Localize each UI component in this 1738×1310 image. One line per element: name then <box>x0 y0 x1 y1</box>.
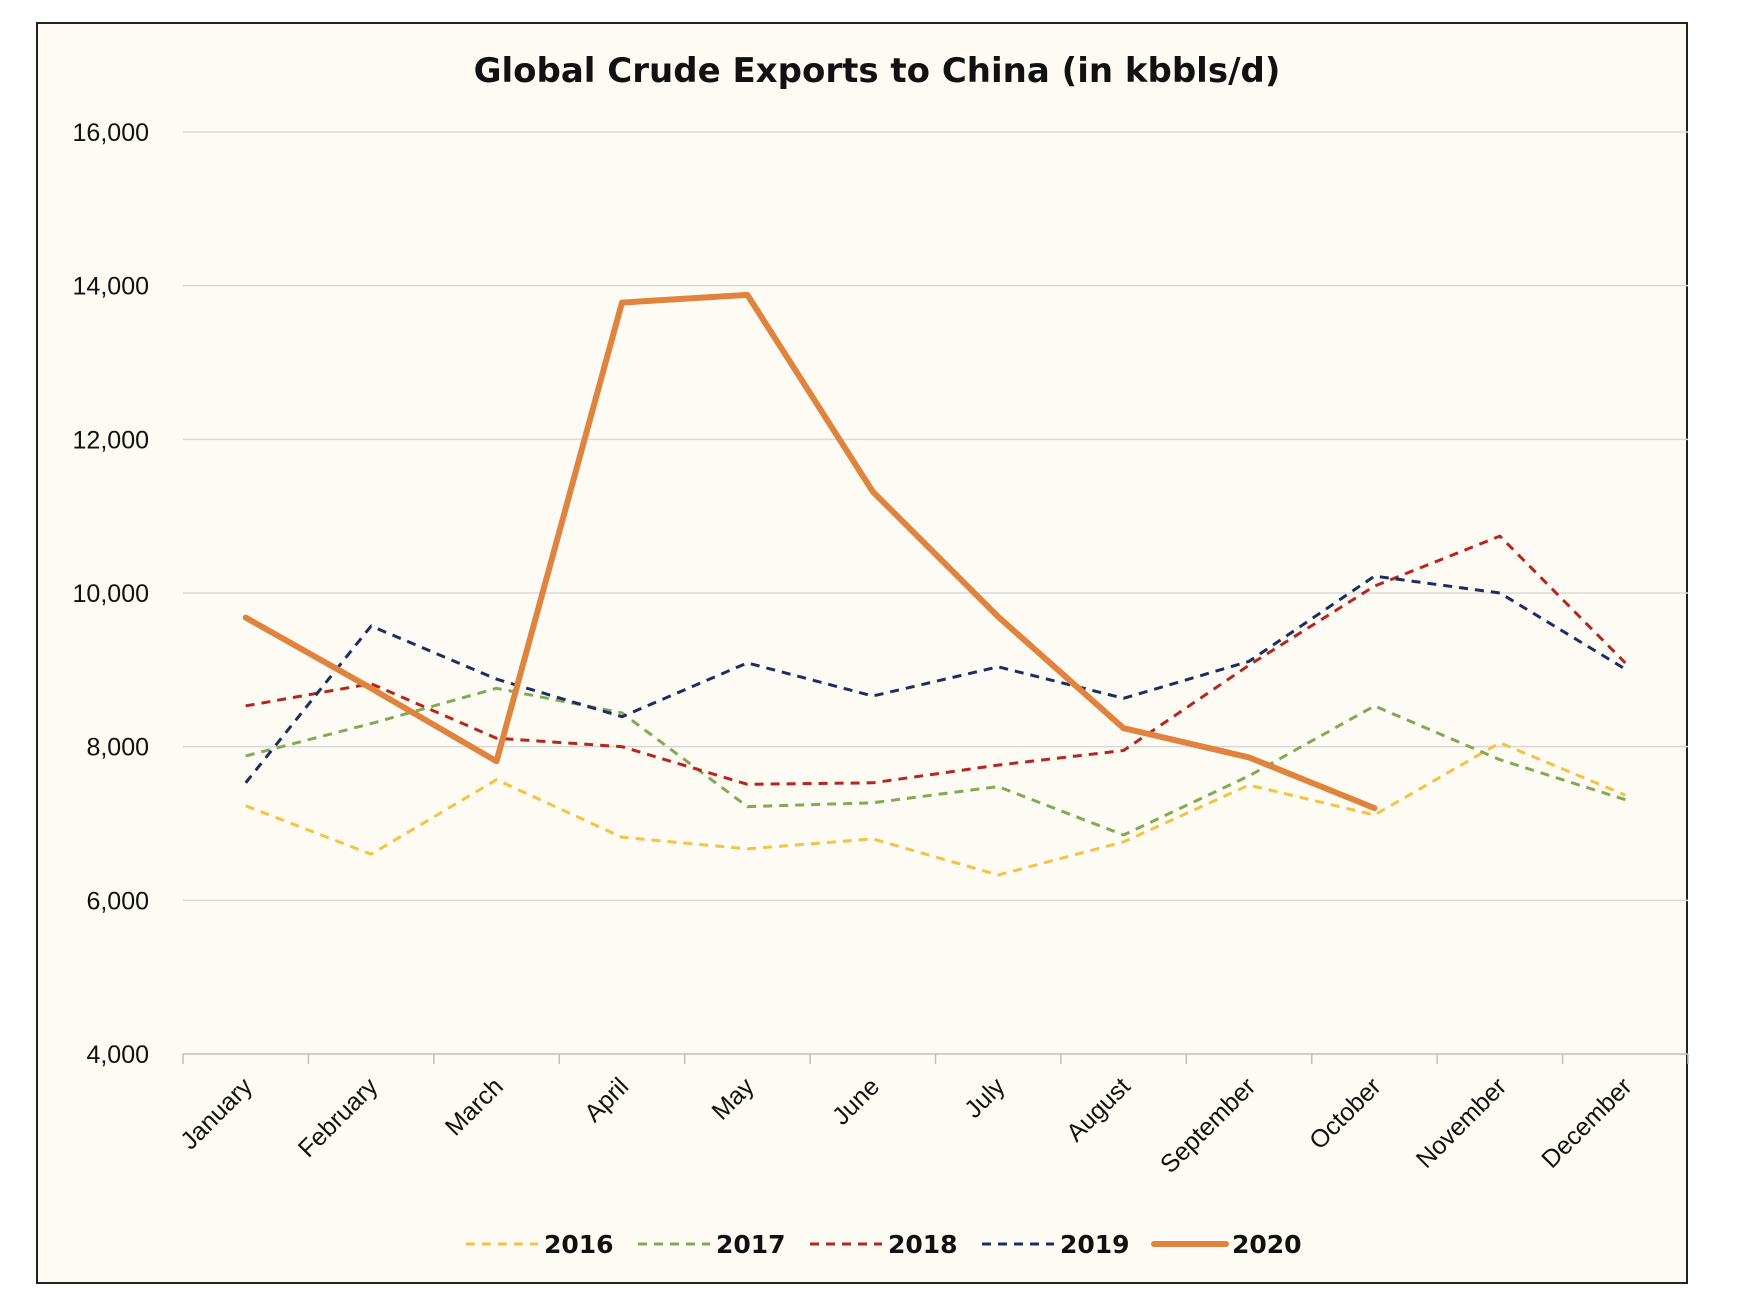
x-tick-label: February <box>293 1072 384 1163</box>
legend-item-2018: 2018 <box>810 1230 958 1259</box>
legend-item-2020: 2020 <box>1151 1230 1302 1259</box>
legend-label: 2020 <box>1232 1230 1302 1259</box>
series-line-2017 <box>245 686 1626 837</box>
x-tick-label: June <box>827 1072 885 1130</box>
x-tick-label: December <box>1536 1072 1637 1173</box>
legend-label: 2016 <box>544 1230 614 1259</box>
series-lines <box>242 291 1627 877</box>
legend-label: 2018 <box>888 1230 958 1259</box>
legend-item-2019: 2019 <box>982 1230 1130 1259</box>
y-tick-label: 6,000 <box>86 887 149 915</box>
gridlines <box>183 131 1688 902</box>
x-tick-label: October <box>1304 1072 1387 1155</box>
y-tick-label: 10,000 <box>73 580 149 608</box>
x-tick-label: September <box>1155 1072 1261 1178</box>
y-tick-label: 4,000 <box>86 1041 149 1069</box>
x-tick-label: November <box>1411 1072 1512 1173</box>
legend-item-2017: 2017 <box>638 1230 786 1259</box>
y-tick-label: 14,000 <box>73 273 149 301</box>
legend-label: 2017 <box>716 1230 786 1259</box>
x-tick-label: July <box>959 1072 1011 1124</box>
series-line-2016 <box>245 741 1626 877</box>
x-tick-label: January <box>175 1072 258 1155</box>
series-line-2018 <box>245 534 1627 786</box>
y-tick-label: 16,000 <box>73 119 149 147</box>
axes: 4,000 6,000 8,000 10,000 12,000 14,000 16,000 J… <box>73 119 1689 1179</box>
y-tick-label: 12,000 <box>73 426 149 454</box>
x-tick-label: March <box>440 1072 509 1141</box>
series-line-2019 <box>244 574 1627 784</box>
x-tick-label: May <box>706 1072 760 1126</box>
x-tick-label: April <box>579 1072 634 1127</box>
x-tick-label: August <box>1061 1072 1136 1147</box>
legend-label: 2019 <box>1060 1230 1130 1259</box>
y-tick-label: 8,000 <box>86 734 149 762</box>
legend-item-2016: 2016 <box>466 1230 614 1259</box>
series-line-2020 <box>242 291 1378 812</box>
chart-title: Global Crude Exports to China (in kbbls/… <box>474 51 1281 91</box>
legend: 2016 2017 2018 2019 2020 <box>466 1230 1302 1259</box>
